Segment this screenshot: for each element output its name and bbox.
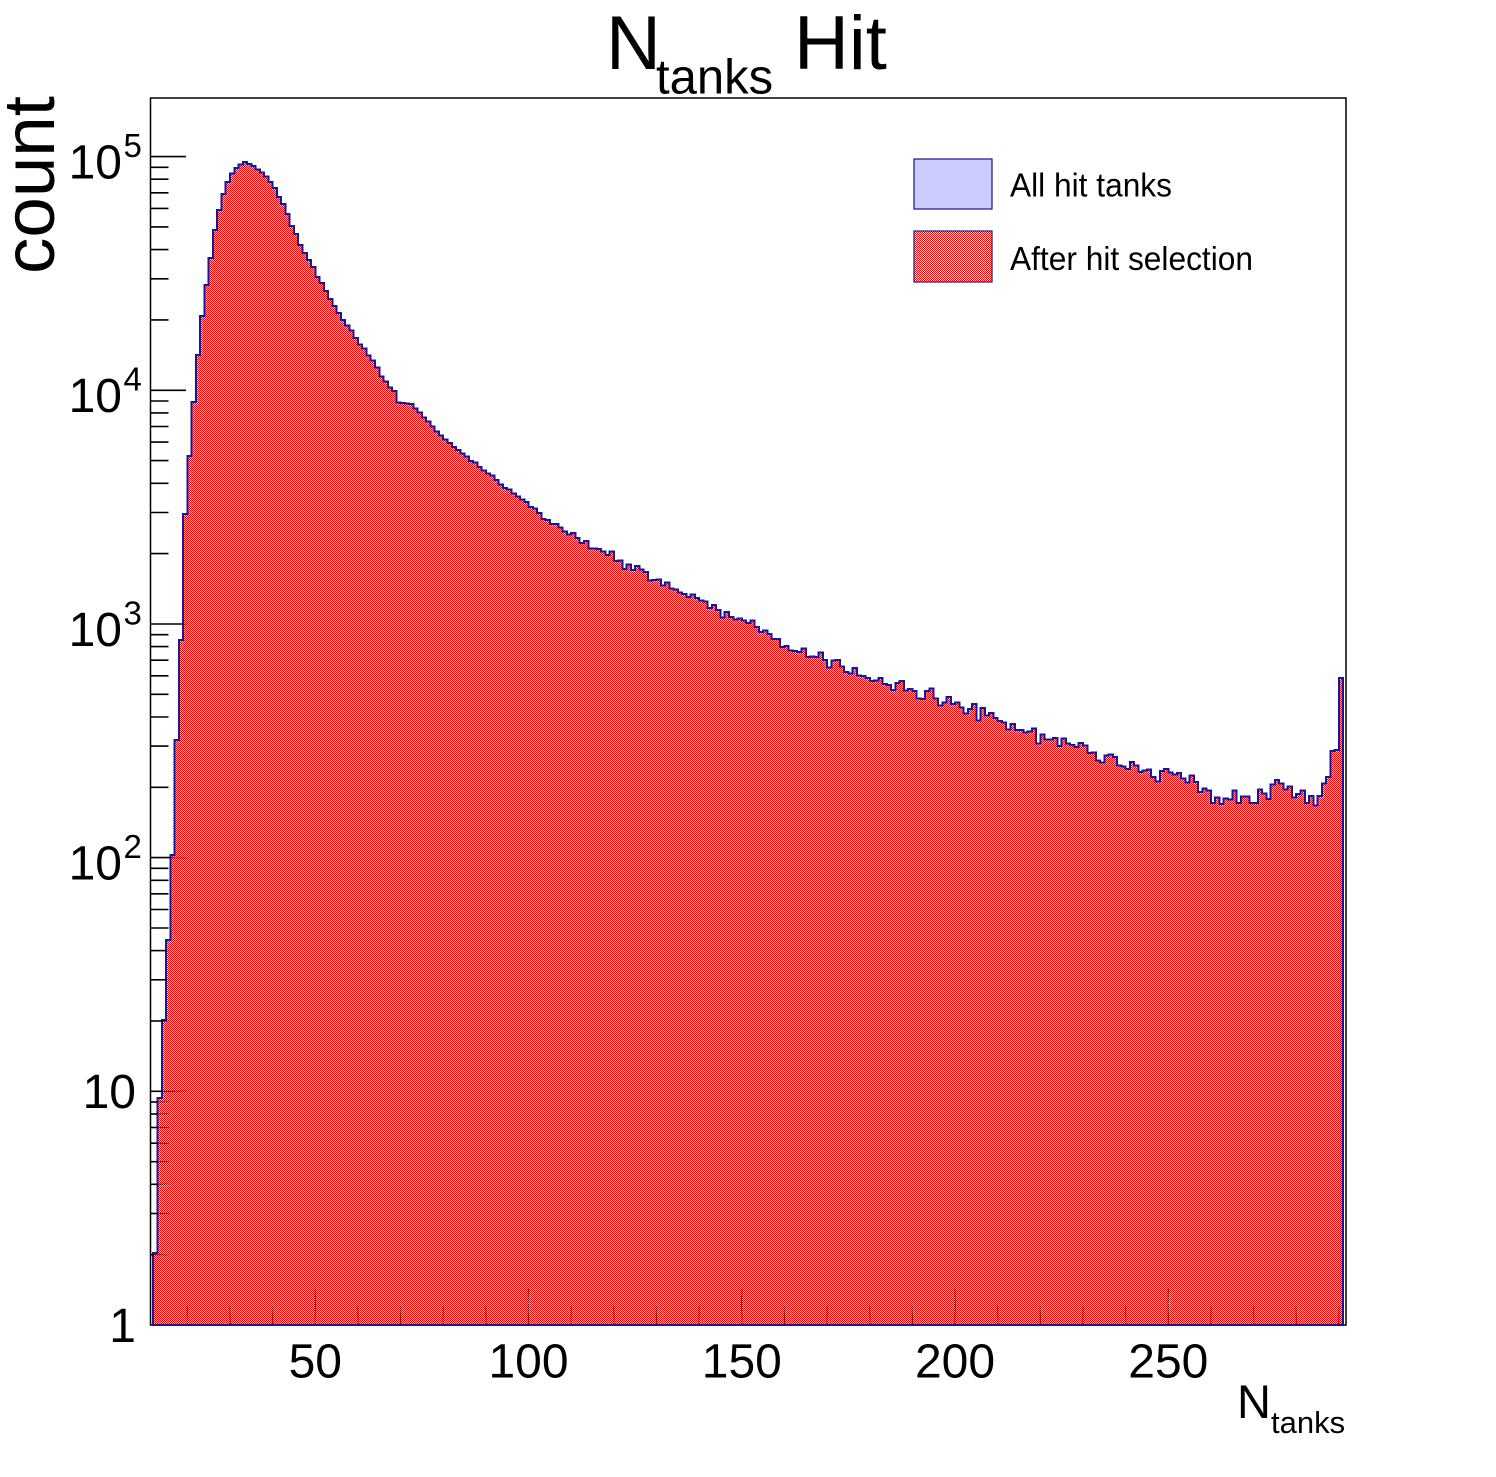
svg-text:10: 10 — [69, 137, 122, 190]
svg-text:3: 3 — [124, 594, 142, 631]
svg-text:250: 250 — [1128, 1336, 1208, 1389]
svg-text:150: 150 — [702, 1336, 782, 1389]
svg-text:tanks: tanks — [1271, 1405, 1345, 1440]
svg-text:N: N — [1237, 1375, 1271, 1428]
svg-text:100: 100 — [488, 1336, 568, 1389]
svg-text:N: N — [606, 1, 661, 86]
svg-text:200: 200 — [915, 1336, 995, 1389]
svg-text:10: 10 — [69, 370, 122, 423]
svg-text:10: 10 — [69, 838, 122, 891]
svg-text:4: 4 — [124, 361, 142, 398]
svg-text:After hit selection: After hit selection — [1010, 240, 1253, 277]
svg-text:All hit tanks: All hit tanks — [1010, 167, 1172, 204]
svg-text:tanks: tanks — [656, 51, 773, 105]
svg-text:50: 50 — [289, 1336, 342, 1389]
svg-text:Hit: Hit — [794, 1, 887, 86]
svg-text:10: 10 — [69, 604, 122, 657]
svg-text:2: 2 — [124, 828, 142, 865]
svg-text:1: 1 — [109, 1300, 136, 1353]
svg-text:count: count — [0, 96, 70, 274]
svg-text:5: 5 — [124, 127, 142, 164]
svg-text:10: 10 — [83, 1066, 136, 1119]
